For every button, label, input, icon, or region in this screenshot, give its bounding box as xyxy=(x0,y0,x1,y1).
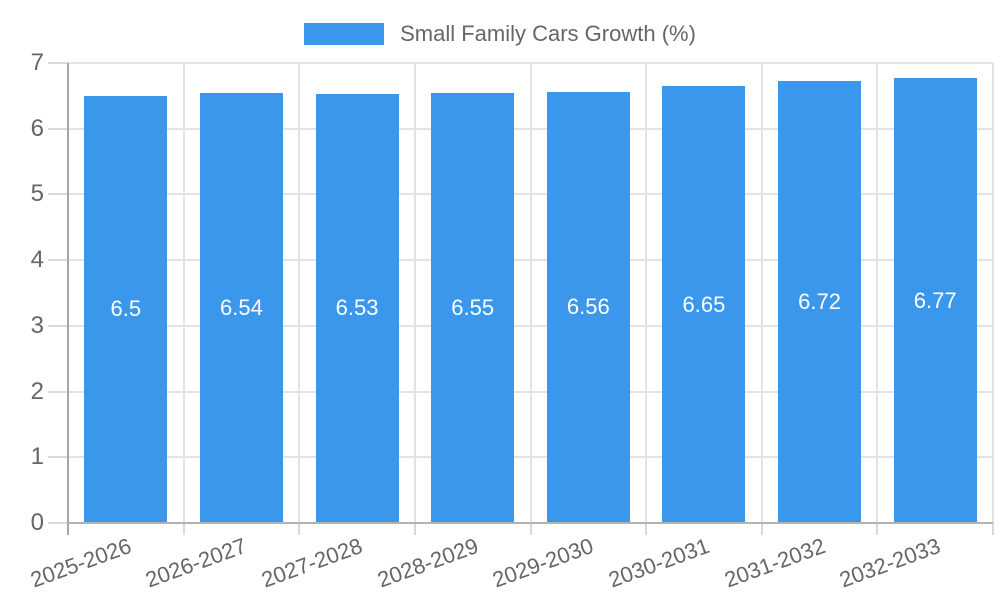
v-gridline xyxy=(529,63,532,523)
bar-2028-2029[interactable] xyxy=(431,92,515,523)
x-axis-line xyxy=(68,522,993,524)
y-tick-mark xyxy=(48,390,68,393)
y-tick-label: 5 xyxy=(30,180,44,208)
bar-2025-2026[interactable] xyxy=(84,95,168,523)
y-tick-label: 1 xyxy=(30,443,44,471)
y-axis-line xyxy=(67,63,69,535)
bar-2031-2032[interactable] xyxy=(778,81,862,523)
v-gridline xyxy=(645,63,648,523)
v-gridline xyxy=(182,63,185,523)
y-tick-mark xyxy=(48,259,68,262)
bar-value-label: 6.55 xyxy=(451,294,495,320)
v-gridline xyxy=(760,63,763,523)
y-tick-label: 0 xyxy=(30,509,44,536)
y-tick-mark xyxy=(48,456,68,459)
bar-2029-2030[interactable] xyxy=(546,91,630,523)
bar-2032-2033[interactable] xyxy=(893,78,977,523)
y-tick-label: 4 xyxy=(30,246,44,274)
x-tick-mark xyxy=(413,523,416,535)
legend[interactable]: Small Family Cars Growth (%) xyxy=(0,21,1000,47)
y-tick-mark xyxy=(48,127,68,130)
y-tick-mark xyxy=(48,522,68,524)
v-gridline xyxy=(298,63,301,523)
y-tick-label: 6 xyxy=(30,114,44,142)
bar-value-label: 6.77 xyxy=(913,287,957,313)
x-tick-mark xyxy=(182,523,185,535)
v-gridline xyxy=(413,63,416,523)
bar-value-label: 6.65 xyxy=(682,291,726,317)
y-tick-label: 2 xyxy=(30,377,44,405)
x-tick-mark xyxy=(529,523,532,535)
bar-value-label: 6.53 xyxy=(335,295,379,321)
bar-value-label: 6.54 xyxy=(220,295,263,321)
x-tick-mark xyxy=(298,523,301,535)
y-tick-mark xyxy=(48,324,68,327)
x-tick-mark xyxy=(645,523,648,535)
y-tick-label: 7 xyxy=(30,49,44,76)
x-tick-mark xyxy=(992,523,994,535)
bar-2026-2027[interactable] xyxy=(199,93,283,523)
x-tick-mark xyxy=(760,523,763,535)
legend-label: Small Family Cars Growth (%) xyxy=(400,21,696,46)
v-gridline xyxy=(992,63,994,523)
bar-2027-2028[interactable] xyxy=(315,93,399,523)
legend-swatch xyxy=(304,23,385,45)
bar-value-label: 6.72 xyxy=(798,289,841,315)
bar-2030-2031[interactable] xyxy=(662,86,746,523)
y-tick-mark xyxy=(48,62,68,64)
y-tick-mark xyxy=(48,193,68,196)
bar-value-label: 6.5 xyxy=(110,296,142,322)
y-tick-label: 3 xyxy=(30,311,44,339)
bar-value-label: 6.56 xyxy=(566,294,610,320)
v-gridline xyxy=(876,63,879,523)
x-tick-mark xyxy=(876,523,879,535)
